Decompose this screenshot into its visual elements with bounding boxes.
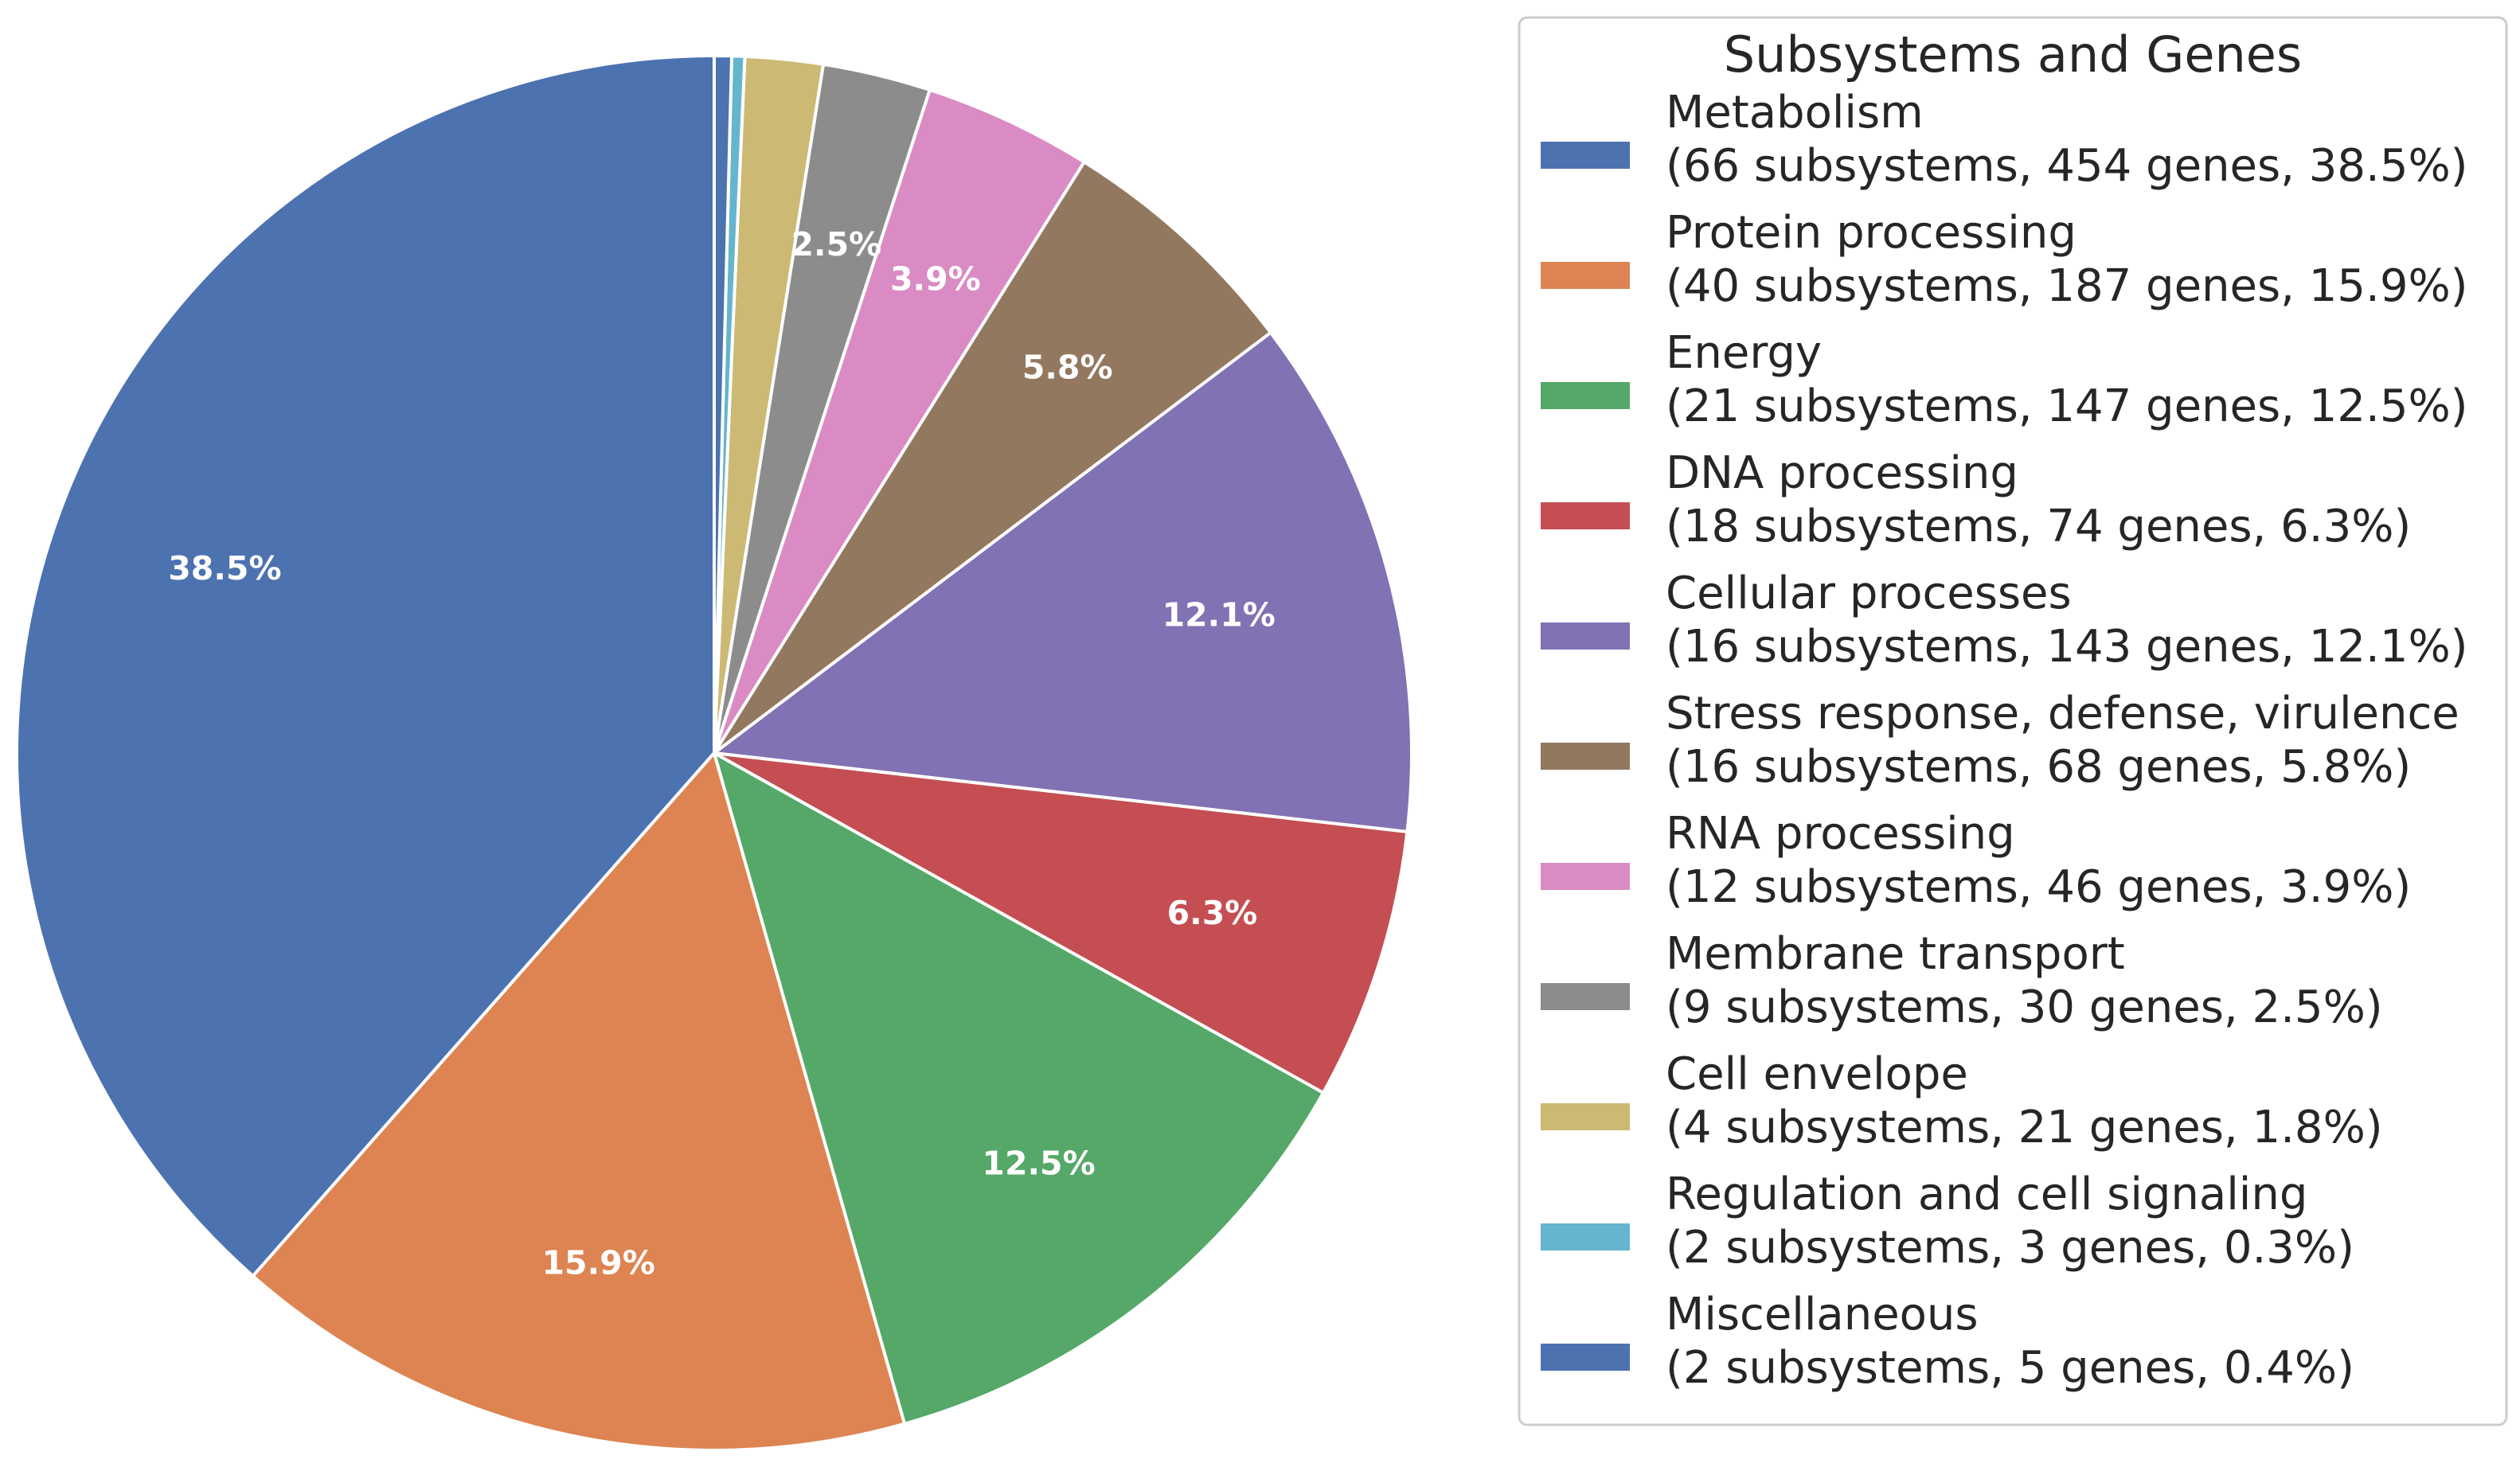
slice-label-stress-response-defense-virulence: 5.8%: [1022, 348, 1113, 386]
pie-slice-stress-response-defense-virulence: [713, 160, 1272, 755]
legend-item-protein-processing: Protein processing(40 subsystems, 187 ge…: [1541, 207, 2468, 312]
legend-label: DNA processing: [1666, 447, 2018, 499]
legend-item-cell-envelope: Cell envelope(4 subsystems, 21 genes, 1.…: [1541, 1048, 2383, 1153]
legend-swatch: [1541, 382, 1630, 409]
legend-detail: (4 subsystems, 21 genes, 1.8%): [1666, 1102, 2383, 1153]
slice-label-rna-processing: 3.9%: [890, 260, 981, 298]
legend-label: Stress response, defense, virulence: [1666, 688, 2459, 739]
legend-item-energy: Energy(21 subsystems, 147 genes, 12.5%): [1541, 327, 2468, 432]
legend-title: Subsystems and Genes: [1724, 25, 2302, 84]
slice-label-protein-processing: 15.9%: [542, 1244, 655, 1282]
pie-slice-cellular-processes: [713, 330, 1413, 833]
legend-swatch: [1541, 1344, 1630, 1371]
slice-label-membrane-transport: 2.5%: [791, 225, 882, 263]
legend-detail: (12 subsystems, 46 genes, 3.9%): [1666, 861, 2411, 913]
legend-swatch: [1541, 502, 1630, 529]
legend-swatch: [1541, 863, 1630, 890]
legend-swatch: [1541, 983, 1630, 1010]
legend-item-membrane-transport: Membrane transport(9 subsystems, 30 gene…: [1541, 928, 2383, 1033]
legend-label: Protein processing: [1666, 207, 2077, 259]
legend-label: Regulation and cell signaling: [1666, 1169, 2307, 1220]
legend-detail: (9 subsystems, 30 genes, 2.5%): [1666, 981, 2383, 1033]
legend-detail: (2 subsystems, 5 genes, 0.4%): [1666, 1342, 2354, 1394]
legend-item-cellular-processes: Cellular processes(16 subsystems, 143 ge…: [1541, 568, 2468, 673]
legend-label: Membrane transport: [1666, 928, 2125, 980]
pie-slice-energy: [713, 751, 1325, 1426]
legend-item-dna-processing: DNA processing(18 subsystems, 74 genes, …: [1541, 447, 2411, 552]
pie-slice-protein-processing: [251, 751, 907, 1453]
slice-label-metabolism: 38.5%: [168, 549, 281, 587]
pie-slices: [15, 54, 1413, 1453]
legend-label: Cellular processes: [1666, 568, 2072, 619]
legend-item-miscellaneous: Miscellaneous(2 subsystems, 5 genes, 0.4…: [1541, 1289, 2354, 1394]
legend-swatch: [1541, 262, 1630, 289]
slice-label-cellular-processes: 12.1%: [1162, 596, 1276, 634]
legend-label: Energy: [1666, 327, 1822, 379]
pie-slice-miscellaneous: [713, 54, 734, 755]
legend: Subsystems and Genes Metabolism(66 subsy…: [1518, 16, 2508, 1426]
slice-label-dna-processing: 6.3%: [1167, 894, 1258, 932]
legend-item-regulation-and-cell-signaling: Regulation and cell signaling(2 subsyste…: [1541, 1169, 2354, 1274]
legend-detail: (16 subsystems, 68 genes, 5.8%): [1666, 741, 2411, 793]
legend-frame: [1518, 16, 2508, 1426]
pie-percent-labels: 38.5% 15.9% 12.5% 6.3% 12.1% 5.8% 3.9%2.5%: [168, 225, 1276, 1282]
legend-item-stress-response-defense-virulence: Stress response, defense, virulence(16 s…: [1541, 688, 2459, 793]
legend-swatch: [1541, 142, 1630, 169]
legend-swatch: [1541, 1223, 1630, 1251]
legend-detail: (66 subsystems, 454 genes, 38.5%): [1666, 140, 2468, 192]
legend-detail: (2 subsystems, 3 genes, 0.3%): [1666, 1222, 2354, 1274]
legend-label: Miscellaneous: [1666, 1289, 1979, 1340]
slice-label-energy: 12.5%: [982, 1144, 1095, 1182]
pie-slice-rna-processing: [713, 88, 1086, 755]
legend-label: RNA processing: [1666, 808, 2015, 860]
legend-label: Metabolism: [1666, 87, 1924, 139]
legend-detail: (40 subsystems, 187 genes, 15.9%): [1666, 260, 2468, 312]
pie-slice-dna-processing: [713, 751, 1409, 1094]
legend-swatch: [1541, 622, 1630, 650]
legend-detail: (16 subsystems, 143 genes, 12.1%): [1666, 621, 2468, 673]
legend-label: Cell envelope: [1666, 1048, 1968, 1100]
legend-swatch: [1541, 1103, 1630, 1130]
legend-item-metabolism: Metabolism(66 subsystems, 454 genes, 38.…: [1541, 87, 2468, 192]
legend-detail: (21 subsystems, 147 genes, 12.5%): [1666, 380, 2468, 432]
legend-item-rna-processing: RNA processing(12 subsystems, 46 genes, …: [1541, 808, 2411, 913]
legend-detail: (18 subsystems, 74 genes, 6.3%): [1666, 501, 2411, 552]
pie-slice-metabolism: [15, 54, 716, 1278]
legend-swatch: [1541, 743, 1630, 770]
